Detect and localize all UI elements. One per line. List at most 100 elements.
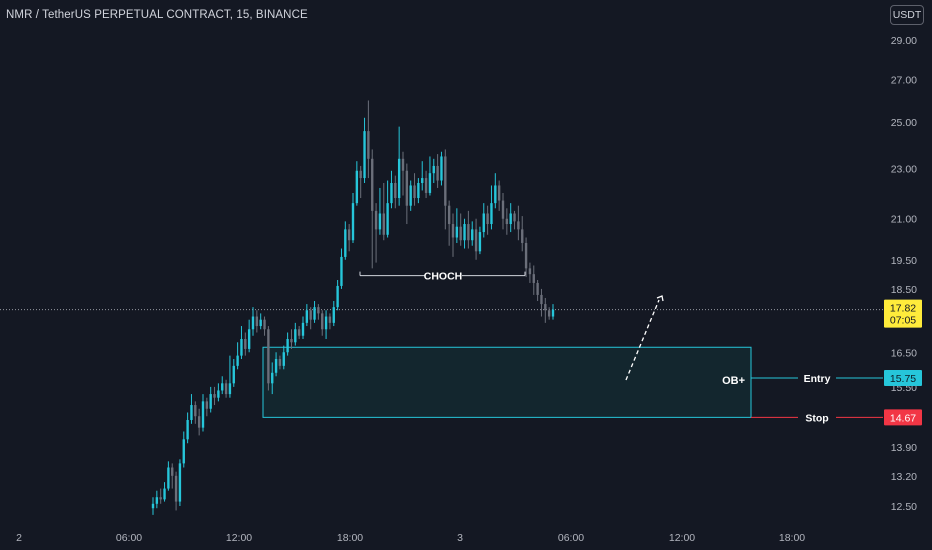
candle-body [428,173,432,193]
bar-countdown-label: 07:05 [890,315,916,327]
candle-body [478,232,482,252]
candle-body [240,339,243,356]
candle-body [259,319,262,327]
candle-body [182,439,185,464]
candle-body [328,316,332,323]
candle-body [440,156,443,181]
candle-body [251,316,255,330]
candle-body [455,226,459,238]
price-tick-label: 23.00 [891,163,917,175]
candle-body [194,405,197,417]
candle-body [547,310,551,317]
candle-body [528,268,532,275]
time-tick-label: 18:00 [779,532,805,544]
candle-body [363,131,366,179]
time-tick-label: 12:00 [669,532,695,544]
candle-body [394,182,397,199]
time-tick-label: 2 [16,532,22,544]
price-tick-label: 19.50 [891,255,917,267]
candle-body [178,463,182,502]
order-block-zone[interactable] [262,346,752,418]
candle-body [174,475,178,502]
candle-body [205,401,209,409]
candle-body [513,213,516,222]
candle-body [247,329,251,349]
candle-body [494,185,497,204]
stop-label: Stop [805,412,828,424]
candle-body [417,182,420,199]
time-tick-label: 18:00 [337,532,363,544]
candle-body [278,359,282,366]
candle-body [221,383,224,391]
candle-body [467,224,470,241]
candle-body [436,165,439,181]
candle-body [255,316,259,327]
candle-body [344,229,347,257]
candle-body [378,213,382,230]
candle-body [367,131,370,159]
candle-body [405,170,409,206]
time-tick-label: 12:00 [226,532,252,544]
candle-body [155,497,159,504]
order-block-label: OB+ [722,375,745,387]
candle-body [486,213,489,225]
candle-body [290,339,293,343]
candle-body [197,416,201,428]
candle-body [232,365,235,384]
candle-body [324,316,328,330]
candle-body [505,218,509,225]
candle-body [509,213,512,225]
candle-body [421,178,424,183]
candle-body [401,158,405,171]
candle-body [271,372,274,384]
candle-body [459,226,462,241]
candle-body [355,170,359,204]
entry-price-label: 15.75 [890,373,916,385]
candle-body [536,282,539,295]
candle-body [151,503,155,509]
candle-body [482,213,485,233]
candle-body [474,229,478,252]
stop-price-badge [884,409,922,426]
candle-body [301,322,305,336]
candle-body [351,203,355,241]
candle-body [432,165,435,174]
candle-body [224,383,228,395]
time-tick-label: 3 [457,532,463,544]
candle-body [209,394,212,409]
price-tick-label: 29.00 [891,35,917,47]
candle-body [244,339,247,349]
candle-body [413,185,416,199]
candle-body [463,224,466,241]
candle-body [390,182,393,204]
currency-button[interactable]: USDT [890,5,924,25]
candle-body [190,405,193,421]
candle-body [424,178,428,193]
candle-body [497,185,501,201]
candle-body [236,355,239,366]
price-tick-label: 21.00 [891,214,917,226]
candle-body [213,394,216,398]
candle-body [267,329,270,384]
projection-arrow-head [656,295,664,302]
candle-body [186,420,189,440]
last-price-label: 17.82 [890,303,916,315]
choch-label: CHOCH [424,271,463,283]
candle-body [451,224,455,238]
time-tick-label: 06:00 [558,532,584,544]
candle-body [490,203,493,225]
candle-body [397,158,401,199]
candle-body [274,359,278,373]
candle-body [374,210,378,230]
candle-body [340,256,343,286]
candle-body [297,329,301,336]
candle-body [167,467,170,489]
price-tick-label: 12.50 [891,501,917,513]
candle-body [386,203,389,235]
candle-body [217,390,220,398]
candle-body [171,467,174,476]
candle-body [286,339,289,353]
candle-body [282,352,285,366]
candle-body [305,310,309,323]
